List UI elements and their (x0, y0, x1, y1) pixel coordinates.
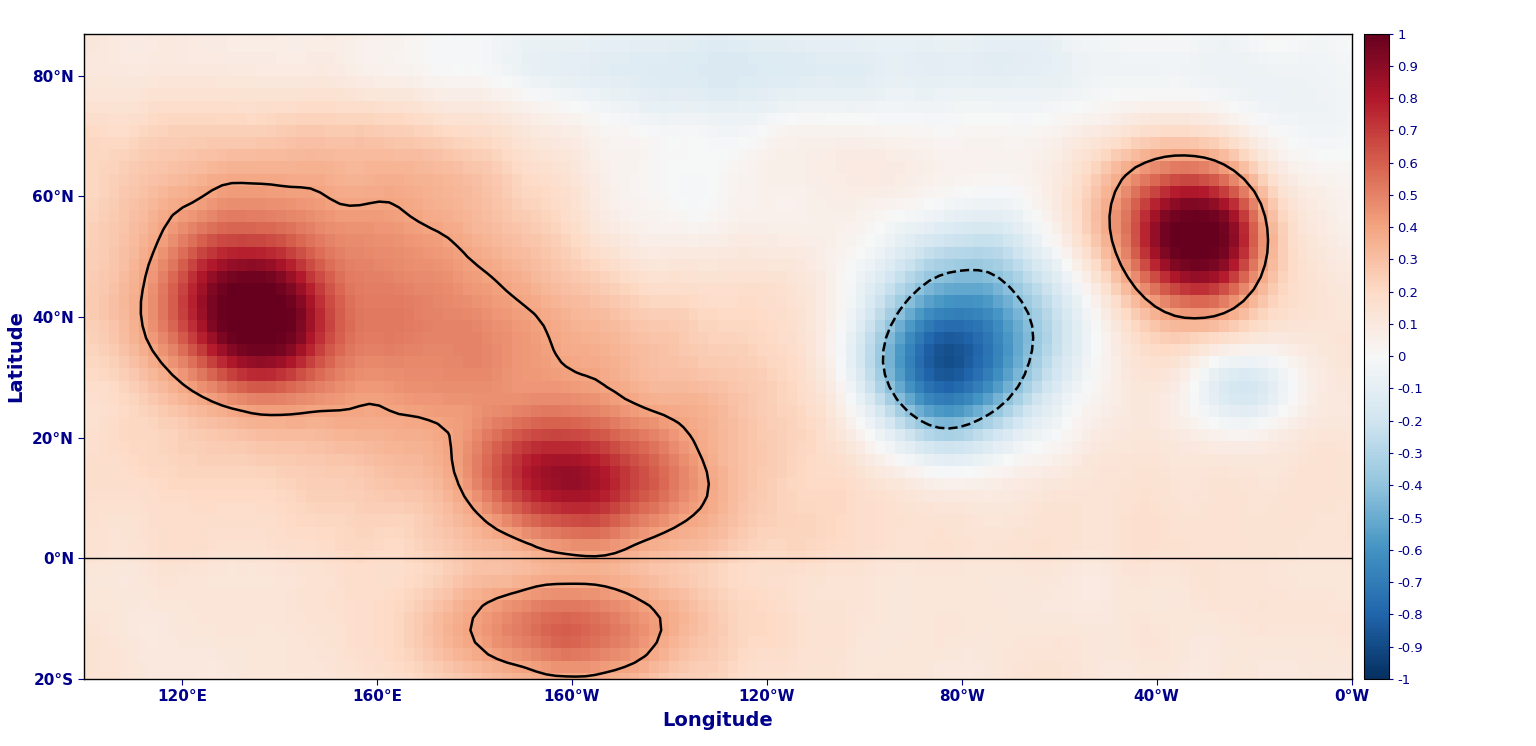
Y-axis label: Latitude: Latitude (6, 310, 25, 402)
X-axis label: Longitude: Longitude (662, 711, 774, 730)
